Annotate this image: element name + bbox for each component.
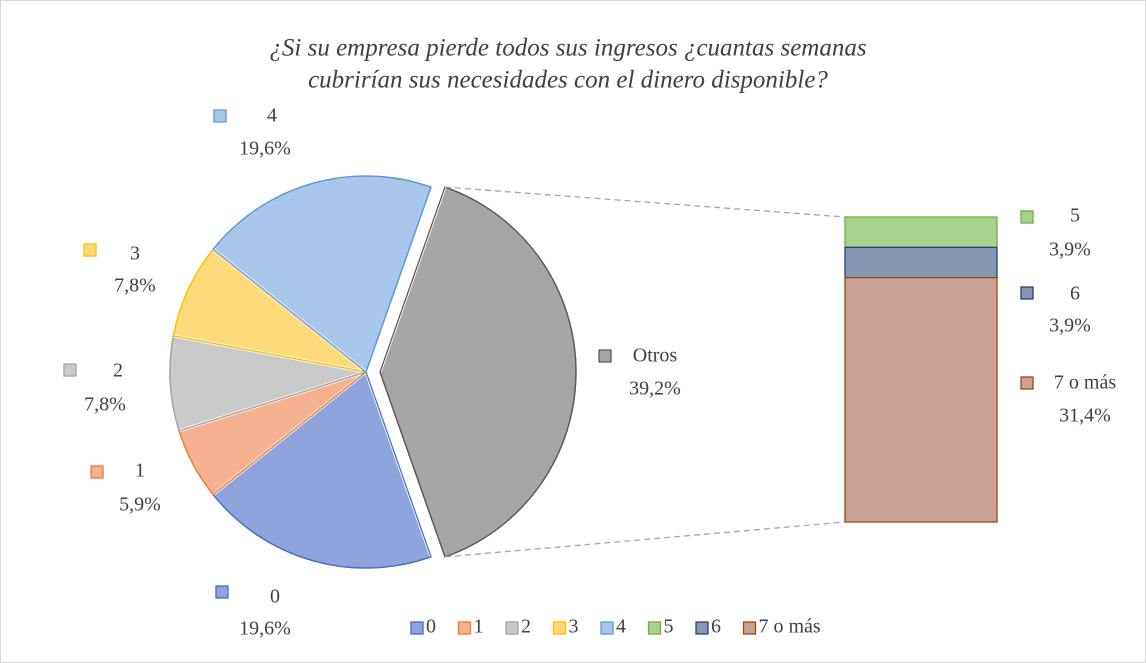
connector (444, 186, 846, 218)
data-label-name: 7 o más (1054, 372, 1116, 394)
legend-label: 1 (474, 616, 484, 638)
data-label-name: 0 (270, 586, 280, 608)
legend-label: 5 (664, 616, 674, 638)
data-label-value: 5,9% (119, 494, 161, 516)
data-label-value: 39,2% (629, 378, 681, 400)
legend-label: 7 o más (759, 616, 821, 638)
data-label-name: 4 (267, 105, 277, 127)
legend-marker (552, 621, 567, 635)
data-label-value: 31,4% (1059, 405, 1111, 427)
legend-label: 4 (616, 616, 626, 638)
legend-marker (83, 243, 97, 257)
legend-marker (695, 621, 709, 635)
data-label-value: 19,6% (239, 138, 291, 160)
data-label-value: 7,8% (114, 275, 156, 297)
legend-marker (215, 585, 229, 599)
legend-label: 3 (569, 616, 579, 638)
chart-title: cubrirían sus necesidades con el dinero … (308, 67, 828, 94)
bar-segment (844, 277, 998, 523)
data-label-name: 3 (130, 243, 140, 265)
pie-slice-outline (212, 370, 432, 569)
pie-slice-outline (212, 175, 432, 374)
bar-segment (844, 246, 998, 279)
legend-marker (457, 621, 472, 635)
legend-marker (63, 363, 77, 377)
legend-marker (598, 349, 612, 363)
data-label-name: 6 (1070, 283, 1080, 305)
data-label-value: 7,8% (84, 394, 126, 416)
bar-segment (844, 216, 998, 248)
chart-title: ¿Si su empresa pierde todos sus ingresos… (269, 35, 866, 62)
legend-marker (742, 621, 757, 635)
legend-marker (90, 465, 104, 479)
data-label-value: 3,9% (1049, 239, 1091, 261)
connector (444, 521, 846, 558)
data-label-value: 3,9% (1049, 315, 1091, 337)
legend-marker (1020, 286, 1034, 300)
legend-marker (1020, 376, 1034, 390)
legend-label: 0 (426, 616, 436, 638)
legend-marker (1020, 210, 1034, 224)
legend-marker (600, 621, 614, 635)
pie-slice-outline (172, 248, 367, 373)
legend-label: 2 (521, 616, 531, 638)
data-label-name: 5 (1070, 205, 1080, 227)
data-label-name: 2 (113, 360, 123, 382)
data-label-name: Otros (633, 345, 678, 367)
legend-marker (647, 621, 662, 635)
data-label-name: 1 (135, 460, 145, 482)
data-label-value: 19,6% (239, 618, 291, 640)
pie-slice-outline (169, 335, 367, 432)
legend-marker (505, 621, 519, 635)
legend-label: 6 (711, 616, 721, 638)
legend-marker (410, 621, 424, 635)
pie-slice-outline (379, 186, 577, 558)
legend-marker (213, 109, 227, 123)
